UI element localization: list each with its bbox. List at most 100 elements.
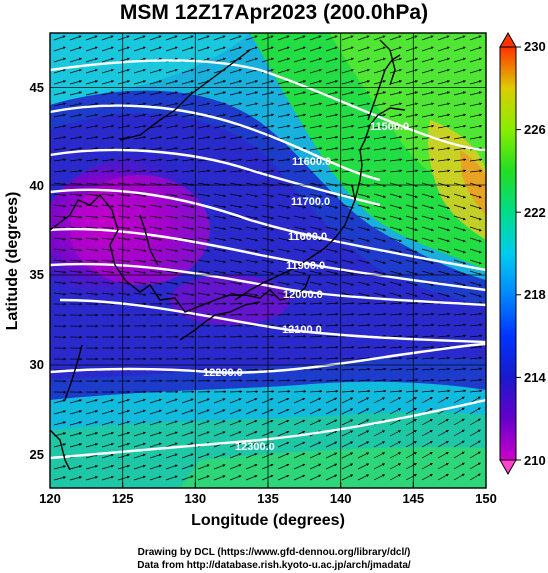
wind-arrow [373, 292, 387, 297]
wind-arrow [389, 378, 403, 382]
wind-arrow [469, 237, 482, 243]
wind-arrow [325, 182, 339, 187]
wind-arrow [85, 46, 98, 52]
wind-arrow [69, 35, 82, 41]
wind-arrow [453, 389, 467, 393]
wind-arrow [245, 35, 258, 41]
wind-arrow [341, 389, 355, 393]
wind-arrow [69, 147, 83, 151]
wind-arrow [213, 431, 226, 437]
wind-arrow [149, 169, 163, 173]
wind-arrow [85, 476, 99, 481]
wind-arrow [149, 431, 162, 437]
wind-arrow [469, 248, 482, 254]
wind-arrow [309, 124, 323, 129]
wind-arrow [341, 68, 354, 74]
grid-lines [50, 33, 486, 488]
wind-arrow [437, 135, 451, 140]
wind-arrow [325, 419, 338, 426]
wind-arrow [469, 270, 482, 276]
wind-arrow [437, 389, 451, 393]
wind-arrow [85, 204, 99, 208]
wind-arrow [469, 367, 483, 371]
wind-arrow [309, 80, 323, 85]
wind-arrow [357, 102, 371, 107]
wind-arrow [357, 248, 371, 253]
wind-arrow [389, 91, 403, 96]
wind-arrow [277, 102, 291, 107]
wind-arrow [405, 463, 418, 470]
wind-arrow [341, 441, 354, 448]
wind-arrow [293, 46, 306, 52]
wind-arrow [405, 281, 418, 287]
wind-arrow [85, 237, 99, 241]
wind-arrow [197, 431, 210, 437]
wind-arrow [117, 442, 130, 448]
wind-arrow [357, 135, 371, 140]
wind-arrow [293, 237, 307, 242]
wind-arrow [229, 46, 242, 52]
wind-arrow [85, 399, 99, 404]
wind-arrow [277, 441, 290, 448]
wind-arrow [373, 323, 387, 327]
wind-arrow [181, 409, 194, 415]
wind-arrow [373, 91, 387, 96]
wind-arrow [389, 169, 403, 173]
y-tick-label: 30 [30, 357, 44, 372]
wind-arrow [53, 193, 67, 197]
wind-arrow [437, 334, 451, 338]
wind-arrow [325, 312, 339, 316]
wind-arrow [213, 113, 227, 118]
wind-arrow [213, 147, 227, 151]
wind-arrow [341, 248, 355, 253]
wind-arrow [229, 91, 243, 96]
wind-arrow [101, 431, 114, 437]
wind-arrow [245, 147, 259, 151]
wind-arrow [437, 440, 449, 448]
contour-label: 11700.0 [291, 196, 330, 208]
wind-arrow [293, 335, 307, 338]
wind-arrow [309, 345, 323, 349]
wind-arrow [277, 193, 291, 198]
wind-arrow [405, 345, 419, 349]
wind-arrow [453, 281, 466, 287]
y-tick-label: 25 [30, 447, 44, 462]
wind-arrow [341, 356, 355, 360]
wind-arrow [453, 270, 466, 276]
wind-arrow [389, 356, 403, 360]
wind-arrow [133, 248, 147, 252]
wind-arrow [405, 102, 419, 107]
wind-arrow [69, 68, 82, 74]
wind-arrow [101, 124, 115, 129]
wind-arrow [325, 169, 339, 173]
wind-arrow [229, 398, 242, 404]
contour-label: 12200.0 [203, 367, 243, 379]
wind-arrow [117, 453, 130, 459]
wind-arrow [165, 80, 179, 85]
wind-arrow [277, 419, 290, 426]
wind-arrow [293, 169, 307, 173]
wind-arrow [229, 379, 243, 382]
wind-arrow [229, 169, 243, 173]
contour-label: 12000.0 [283, 289, 323, 301]
wind-arrow [341, 323, 355, 327]
y-tick-labels: 25 30 35 40 45 [30, 80, 44, 462]
wind-arrow [421, 169, 435, 173]
wind-arrow [405, 193, 418, 199]
wind-arrow [229, 431, 242, 437]
wind-arrow [165, 91, 179, 96]
wind-arrow [469, 102, 483, 107]
wind-arrow [405, 259, 418, 265]
wind-arrow [245, 46, 258, 52]
wind-arrow [421, 451, 433, 459]
wind-arrow [421, 440, 433, 448]
wind-arrow [357, 91, 371, 96]
wind-arrow [101, 57, 114, 63]
wind-arrow [293, 463, 306, 470]
wind-arrow [389, 135, 403, 140]
wind-arrow [229, 420, 242, 426]
wind-arrow [405, 248, 418, 254]
wind-arrow [165, 409, 178, 415]
wind-arrow [149, 464, 162, 470]
wind-arrow [229, 215, 243, 220]
